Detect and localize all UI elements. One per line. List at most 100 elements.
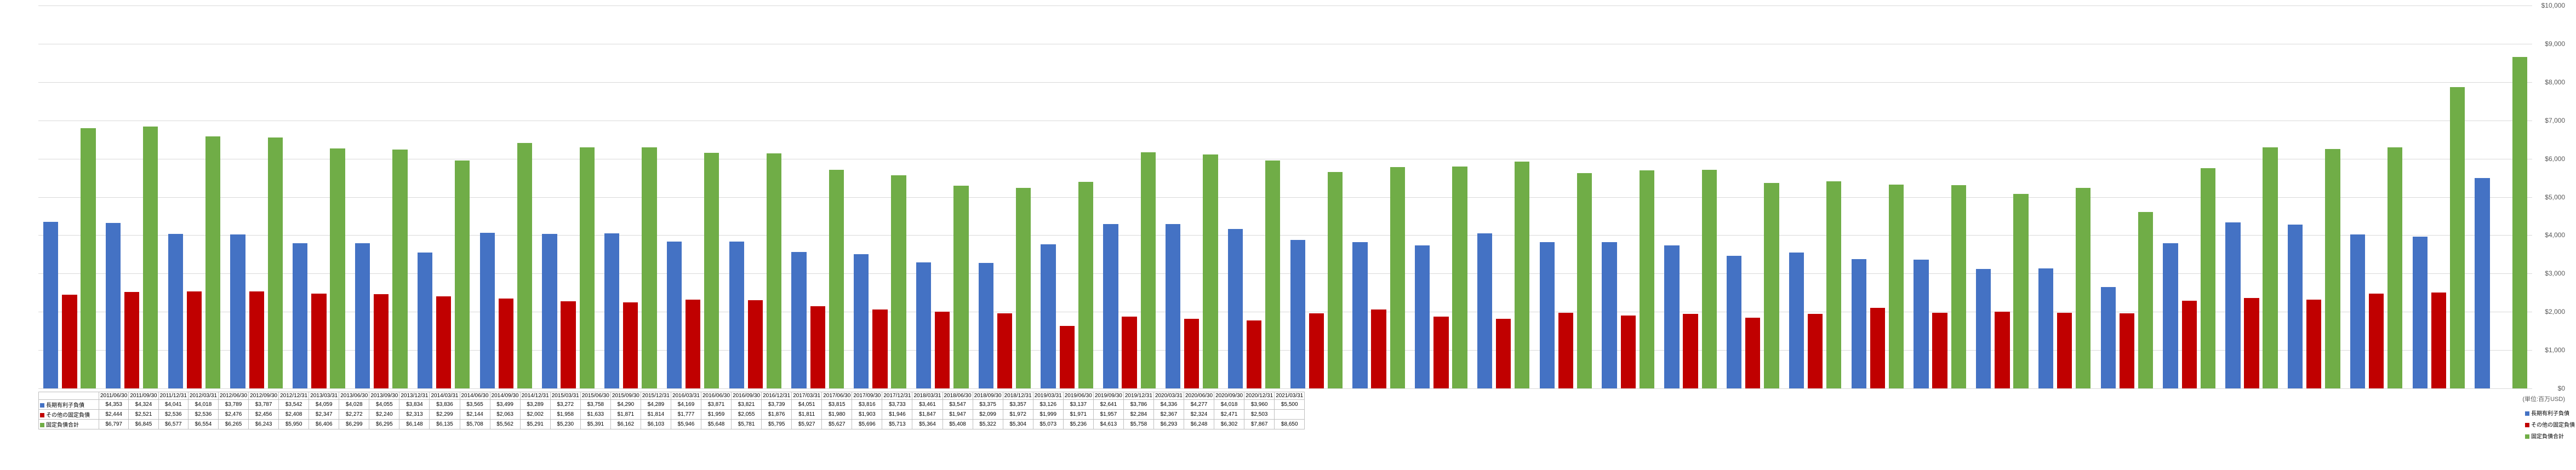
bar-series1	[1683, 314, 1698, 388]
table-cell: $5,758	[1123, 420, 1153, 429]
bar-series1	[187, 291, 202, 388]
bar-series2	[767, 153, 781, 388]
table-cell: $2,313	[399, 410, 430, 420]
bar-series2	[1640, 170, 1654, 388]
table-col-header: 2018/06/30	[943, 392, 973, 400]
table-cell: $5,236	[1063, 420, 1093, 429]
bar-series2	[1452, 167, 1467, 388]
bar-series2	[1702, 170, 1717, 388]
bar-series2	[330, 148, 345, 388]
table-col-header: 2011/09/30	[129, 392, 158, 400]
bar-series2	[2076, 188, 2090, 388]
bar-series0	[854, 254, 869, 388]
table-cell: $1,814	[641, 410, 671, 420]
bar-series0	[168, 234, 183, 388]
y-tick-label: $0	[2558, 385, 2565, 392]
bar-series1	[2244, 298, 2259, 388]
bar-series1	[1558, 313, 1573, 388]
table-col-header: 2019/06/30	[1063, 392, 1093, 400]
table-cell: $1,811	[792, 410, 822, 420]
table-col-header: 2013/12/31	[399, 392, 430, 400]
bar-series1	[561, 301, 575, 388]
table-col-header: 2018/12/31	[1003, 392, 1033, 400]
table-cell: $2,099	[973, 410, 1003, 420]
bar-series0	[791, 252, 806, 388]
table-col-header: 2020/06/30	[1184, 392, 1214, 400]
table-cell: $2,521	[129, 410, 158, 420]
bar-series0	[1852, 259, 1866, 388]
bar-series0	[418, 253, 432, 388]
table-cell: $2,444	[99, 410, 129, 420]
table-cell: $6,295	[369, 420, 399, 429]
bar-series0	[2350, 234, 2365, 388]
bar-series1	[1808, 314, 1823, 388]
table-col-header: 2015/06/30	[580, 392, 610, 400]
table-col-header: 2014/09/30	[490, 392, 520, 400]
table-cell: $2,347	[309, 410, 339, 420]
table-cell: $4,277	[1184, 400, 1214, 410]
bar-series2	[829, 170, 844, 388]
table-cell: $1,972	[1003, 410, 1033, 420]
table-cell	[1275, 410, 1305, 420]
y-tick-label: $5,000	[2545, 193, 2565, 201]
bar-series2	[580, 147, 595, 388]
bar-series0	[1664, 245, 1679, 388]
table-cell: $6,135	[430, 420, 460, 429]
table-cell: $4,290	[610, 400, 641, 410]
bar-series1	[748, 300, 763, 388]
legend-swatch-1	[2525, 423, 2529, 427]
table-cell: $5,073	[1033, 420, 1063, 429]
table-cell: $1,959	[701, 410, 732, 420]
bar-series1	[1621, 316, 1636, 388]
table-cell: $1,999	[1033, 410, 1063, 420]
bar-series1	[997, 313, 1012, 388]
bar-series2	[1889, 185, 1904, 388]
table-cell: $3,739	[762, 400, 792, 410]
table-col-header: 2021/03/31	[1275, 392, 1305, 400]
table-col-header: 2019/12/31	[1123, 392, 1153, 400]
table-cell: $5,696	[852, 420, 882, 429]
table-cell: $3,137	[1063, 400, 1093, 410]
table-cell: $1,980	[822, 410, 852, 420]
table-col-header: 2016/06/30	[701, 392, 732, 400]
table-cell: $3,565	[460, 400, 490, 410]
table-col-header: 2020/03/31	[1153, 392, 1184, 400]
table-cell: $2,456	[249, 410, 279, 420]
bar-series0	[1914, 260, 1928, 388]
bar-series0	[1789, 253, 1804, 388]
table-cell: $5,304	[1003, 420, 1033, 429]
plot-area: $0$1,000$2,000$3,000$4,000$5,000$6,000$7…	[38, 5, 2532, 389]
bar-series2	[2387, 147, 2402, 389]
table-cell: $2,503	[1244, 410, 1275, 420]
bar-series0	[979, 263, 993, 388]
bar-series1	[2182, 301, 2197, 388]
table-cell: $4,353	[99, 400, 129, 410]
bar-series2	[2512, 57, 2527, 388]
bar-series0	[1602, 242, 1617, 388]
table-cell: $3,821	[732, 400, 762, 410]
bar-series2	[1141, 152, 1156, 388]
table-col-header: 2014/03/31	[430, 392, 460, 400]
table-cell: $2,299	[430, 410, 460, 420]
bar-series0	[43, 222, 58, 388]
table-cell: $1,971	[1063, 410, 1093, 420]
bar-series2	[642, 147, 656, 388]
table-cell: $1,946	[882, 410, 912, 420]
table-cell: $2,324	[1184, 410, 1214, 420]
table-col-header: 2016/12/31	[762, 392, 792, 400]
table-cell: $3,836	[430, 400, 460, 410]
bar-series1	[1932, 313, 1947, 388]
table-cell: $1,958	[550, 410, 580, 420]
legend-swatch-2	[2525, 434, 2529, 439]
legend-item-2: 固定負債合計	[2525, 432, 2575, 440]
bar-series0	[916, 262, 931, 388]
table-col-header: 2012/03/31	[188, 392, 218, 400]
table-cell: $4,028	[339, 400, 369, 410]
bar-series1	[1870, 308, 1885, 388]
table-cell: $6,162	[610, 420, 641, 429]
bar-series0	[2225, 222, 2240, 388]
table-cell: $4,018	[188, 400, 218, 410]
table-cell: $8,650	[1275, 420, 1305, 429]
table-col-header: 2012/12/31	[279, 392, 309, 400]
table-cell: $6,243	[249, 420, 279, 429]
